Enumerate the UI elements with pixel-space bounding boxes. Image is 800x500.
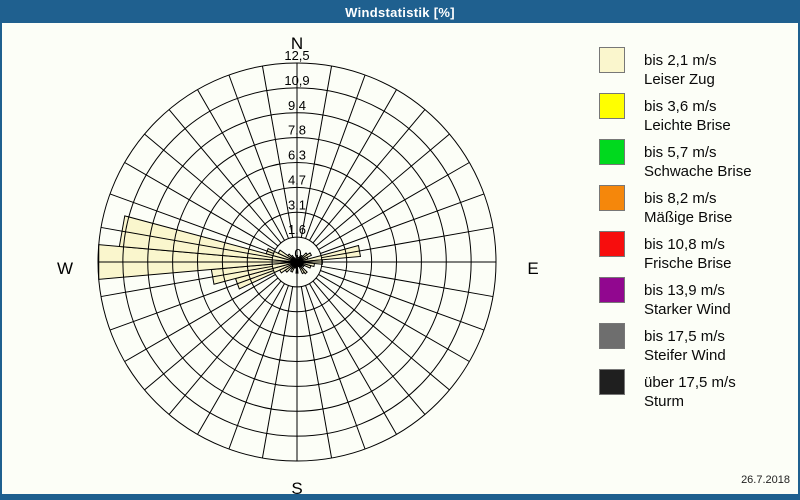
spoke-line-280 [100, 226, 273, 259]
tick-label-5: 7,8 [288, 123, 306, 138]
spoke-line-10 [300, 65, 333, 238]
spoke-line-160 [305, 285, 366, 450]
legend-class-label: Starker Wind [644, 301, 731, 318]
tick-label-0: 0 [294, 246, 301, 261]
spoke-line-70 [320, 193, 485, 254]
spoke-line-240 [124, 274, 276, 362]
spoke-line-350 [261, 65, 294, 238]
spoke-line-290 [109, 193, 274, 254]
spoke-line-40 [312, 109, 426, 244]
legend-class-label: Leiser Zug [644, 71, 715, 88]
spoke-line-340 [228, 74, 289, 239]
legend-class-label: Steifer Wind [644, 347, 726, 364]
spoke-line-230 [144, 277, 279, 391]
compass-label-south: S [291, 479, 302, 496]
tick-label-4: 6,3 [288, 148, 306, 163]
legend-speed-label: bis 10,8 m/s [644, 236, 725, 253]
petals [98, 215, 362, 290]
spoke-line-80 [321, 226, 494, 259]
spoke-line-330 [197, 89, 285, 241]
axis-labels: 0 1,6 3,1 4,7 6,3 7,8 9,4 10,9 12,5 [284, 48, 309, 261]
spoke-line-200 [228, 285, 289, 450]
legend-speed-label: bis 13,9 m/s [644, 282, 725, 299]
spoke-line-110 [320, 270, 485, 331]
legend-color-swatch [599, 277, 625, 303]
spoke-line-150 [309, 283, 397, 435]
legend-class-label: Sturm [644, 393, 685, 410]
legend-color-swatch [599, 369, 625, 395]
spoke-line-170 [300, 286, 333, 459]
spoke-line-120 [318, 274, 470, 362]
window-title: Windstatistik [%] [345, 5, 455, 20]
legend-item-1: bis 2,1 m/s Leiser Zug [597, 47, 797, 91]
legend-item-4: bis 8,2 m/s Mäßige Brise [597, 185, 797, 229]
tick-label-2: 3,1 [288, 197, 306, 212]
legend-color-swatch [599, 47, 625, 73]
spoke-line-140 [312, 280, 426, 415]
spoke-line-320 [168, 109, 282, 244]
compass-label-west: W [57, 259, 73, 278]
legend-item-3: bis 5,7 m/s Schwache Brise [597, 139, 797, 183]
legend-class-label: Mäßige Brise [644, 209, 733, 226]
legend-color-swatch [599, 231, 625, 257]
tick-label-3: 4,7 [288, 172, 306, 187]
legend-color-swatch [599, 139, 625, 165]
legend-item-2: bis 3,6 m/s Leichte Brise [597, 93, 797, 137]
spoke-line-190 [261, 286, 294, 459]
legend-speed-label: bis 17,5 m/s [644, 328, 725, 345]
spoke-line-300 [124, 162, 276, 250]
legend-class-label: Leichte Brise [644, 117, 731, 134]
legend-speed-label: bis 2,1 m/s [644, 52, 717, 69]
legend-item-8: über 17,5 m/s Sturm [597, 369, 797, 413]
spoke-line-30 [309, 89, 397, 241]
tick-label-1: 1,6 [288, 222, 306, 237]
spoke-line-210 [197, 283, 285, 435]
spoke-line-60 [318, 162, 470, 250]
spoke-line-130 [315, 277, 450, 391]
legend-speed-label: bis 5,7 m/s [644, 144, 717, 161]
legend-color-swatch [599, 93, 625, 119]
legend-item-6: bis 13,9 m/s Starker Wind [597, 277, 797, 321]
tick-label-6: 9,4 [288, 98, 306, 113]
title-bar: Windstatistik [%] [2, 2, 798, 23]
legend-item-5: bis 10,8 m/s Frische Brise [597, 231, 797, 275]
legend-speed-label: bis 3,6 m/s [644, 98, 717, 115]
spoke-line-50 [315, 133, 450, 247]
legend-color-swatch [599, 185, 625, 211]
legend-class-label: Frische Brise [644, 255, 732, 272]
spoke-line-310 [144, 133, 279, 247]
tick-label-8: 12,5 [284, 48, 309, 63]
spoke-line-260 [100, 265, 273, 298]
spoke-line-20 [305, 74, 366, 239]
wind-rose-chart: 0 1,6 3,1 4,7 6,3 7,8 9,4 10,9 12,5N S W E [57, 34, 539, 496]
legend-color-swatch [599, 323, 625, 349]
spoke-line-220 [168, 280, 282, 415]
compass-label-north: N [291, 34, 303, 53]
spoke-line-100 [321, 265, 494, 298]
compass-labels: N S W E [57, 34, 539, 496]
legend-class-label: Schwache Brise [644, 163, 752, 180]
polar-grid [97, 62, 497, 462]
legend-speed-label: über 17,5 m/s [644, 374, 736, 391]
date-label: 26.7.2018 [741, 474, 790, 486]
tick-label-7: 10,9 [284, 73, 309, 88]
chart-canvas: 0 1,6 3,1 4,7 6,3 7,8 9,4 10,9 12,5 N S W E bis 2,1 … [4, 25, 797, 494]
compass-label-east: E [527, 259, 538, 278]
legend-item-7: bis 17,5 m/s Steifer Wind [597, 323, 797, 367]
spoke-line-250 [109, 270, 274, 331]
legend-speed-label: bis 8,2 m/s [644, 190, 717, 207]
